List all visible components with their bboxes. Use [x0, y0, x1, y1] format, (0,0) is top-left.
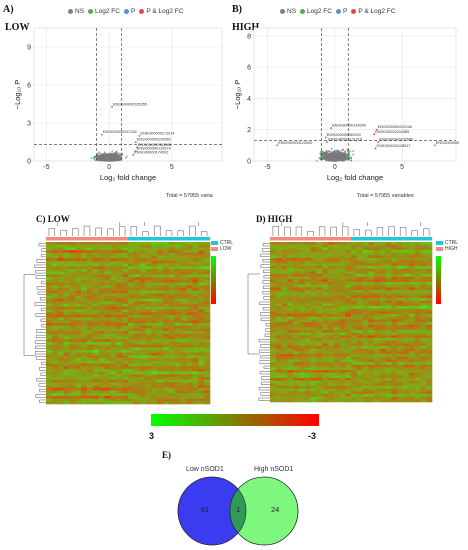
y-tick-label: 0 [27, 159, 31, 166]
y-tick-label: 0 [247, 159, 251, 166]
heatmap-c-scale [211, 256, 216, 304]
y-axis-title: −Log₁₀ P [13, 80, 22, 110]
gene-annotation: ENSG00000123000 [278, 141, 312, 145]
gene-annotation: ENSG00000171014 [141, 131, 175, 135]
y-tick-label: 8 [247, 33, 251, 40]
heatmap-d [247, 222, 433, 403]
row-dendrogram [23, 243, 46, 403]
gene-annotation: ENSG00000144390 [332, 124, 366, 128]
gene-annotation: ENSG00000204389 [375, 130, 409, 134]
y-axis-title: −Log₁₀ P [233, 80, 242, 110]
volcano-a-total: Total = 57955 varia [166, 193, 213, 199]
y-tick-label: 3 [27, 121, 31, 128]
legend-item-p-and-log2fc: P & Log2 FC [139, 8, 183, 15]
panel-d-label: D) HIGH [256, 214, 293, 224]
gene-annotation: ENSG00000128917 [377, 144, 411, 148]
legend-item-ns: NS [68, 8, 84, 15]
y-tick-label: 6 [27, 83, 31, 90]
volcano-points [315, 147, 355, 162]
x-tick-label: 5 [400, 164, 404, 171]
legend-item-log2fc: Log2 FC [300, 8, 332, 15]
heatmap-c [23, 222, 211, 405]
heatmap-cells [270, 242, 433, 403]
legend-item-ns: NS [280, 8, 296, 15]
heatmap-colorbar [151, 414, 319, 426]
venn-right-count: 24 [271, 505, 280, 514]
legend-low: LOW [211, 246, 233, 252]
y-tick-label: 4 [247, 96, 251, 103]
x-tick-label: 0 [333, 164, 337, 171]
venn-right-label: High nSOD1 [254, 466, 294, 473]
gene-annotation: ENSG00000131016 [328, 138, 362, 142]
volcano-plot-b: ENSG00000144390 ENSG00000222046ENSG000002… [233, 27, 459, 182]
panel-b-title: HIGH [232, 22, 260, 33]
x-tick-label: 0 [107, 164, 111, 171]
gene-annotation: ENSG00000174292 [134, 150, 168, 154]
y-tick-label: 6 [247, 65, 251, 72]
colorbar-right-value: -3 [308, 431, 317, 441]
venn-diagram [177, 476, 299, 546]
x-axis-title: Log₂ fold change [327, 173, 383, 182]
gene-annotation: ENSG00000113981 [138, 143, 172, 147]
panel-a-title: LOW [5, 22, 30, 33]
volcano-b-total: Total = 57955 variables [357, 193, 414, 199]
gene-annotation: ENSG000000 [436, 141, 459, 145]
x-tick-label: -5 [264, 164, 270, 171]
venn-left-count: 61 [201, 505, 210, 514]
gene-annotation: ENSG00000167680 [379, 138, 413, 142]
gene-annotation: ENSG00000165355 [113, 102, 147, 106]
x-tick-label: -5 [43, 164, 49, 171]
legend-item-p: P [335, 8, 347, 15]
colorbar-left-value: 3 [149, 431, 155, 441]
y-tick-label: 9 [27, 45, 31, 52]
panel-b-label: B) [232, 4, 242, 15]
legend-item-log2fc: Log2 FC [88, 8, 120, 15]
legend-ctrl: CTRL [211, 240, 233, 246]
panel-c-label: C) LOW [36, 214, 70, 224]
row-dendrogram [247, 243, 270, 401]
gene-annotation: ENSG00000260024 [327, 133, 361, 137]
heatmap-c-legend: CTRL LOW [211, 240, 233, 252]
gene-annotation: ENSG00000122679 [137, 147, 171, 151]
x-tick-label: 5 [170, 164, 174, 171]
volcano-a-legend: NS Log2 FC P P & Log2 FC [68, 8, 183, 15]
panel-a-label: A) [3, 4, 14, 15]
legend-high: HIGH [436, 246, 458, 252]
legend-item-p: P [123, 8, 135, 15]
gene-annotation: ENSG00000257242 [103, 130, 137, 134]
column-dendrogram [48, 222, 208, 236]
legend-ctrl: CTRL [436, 240, 458, 246]
panel-e-label: E) [162, 450, 171, 460]
legend-item-p-and-log2fc: P & Log2 FC [351, 8, 395, 15]
volcano-b-legend: NS Log2 FC P P & Log2 FC [280, 8, 395, 15]
gene-annotation: ENSG00000109950 [137, 138, 171, 142]
volcano-points [90, 150, 128, 162]
heatmap-d-legend: CTRL HIGH [436, 240, 458, 252]
y-tick-label: 2 [247, 127, 251, 134]
venn-left-label: Low nSOD1 [186, 466, 224, 473]
x-axis-title: Log₂ fold change [100, 173, 156, 182]
venn-overlap-count: 1 [236, 505, 241, 514]
heatmap-cells [46, 242, 211, 405]
gene-annotation: ENSG00000222046 [378, 125, 412, 129]
column-dendrogram [272, 222, 430, 236]
heatmap-d-scale [436, 256, 441, 304]
